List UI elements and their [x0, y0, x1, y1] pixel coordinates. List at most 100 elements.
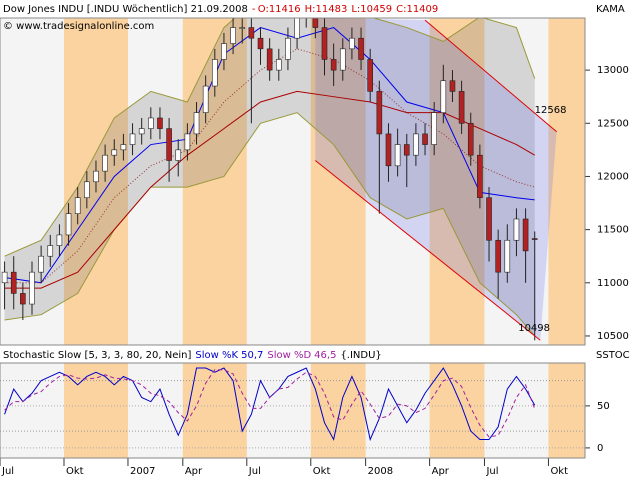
candle-body	[513, 218, 520, 241]
legend-name: Slow %K	[195, 350, 238, 361]
candle-body	[431, 112, 437, 145]
candle-body	[10, 271, 17, 294]
candle-body	[221, 43, 227, 60]
x-tick-label: Okt	[313, 466, 331, 477]
ohlc-value: H:11483	[305, 4, 348, 15]
candle-body	[449, 80, 456, 92]
candle-body	[166, 128, 172, 161]
candle-body	[120, 144, 127, 151]
stoch-panel	[0, 363, 585, 458]
indicator-label: KAMA	[596, 4, 625, 15]
y-tick-label: 0	[597, 443, 603, 454]
y-tick-label: 12500	[597, 118, 629, 129]
symbol: {.INDU}	[340, 350, 381, 361]
separator: -	[252, 4, 256, 15]
candle-body	[376, 91, 383, 135]
candle-body	[239, 27, 246, 29]
candle-body	[212, 59, 218, 87]
ohlc-value: O:11416	[258, 4, 301, 15]
candle-body	[138, 128, 145, 135]
kama-line	[4, 27, 535, 284]
x-tick-label: Apr	[432, 466, 450, 477]
candle-body	[504, 239, 511, 273]
candle-body	[367, 59, 373, 92]
chart-title: Dow Jones INDU [.INDU Wöchentlich] 21.09…	[3, 4, 438, 15]
candle-body	[312, 18, 319, 28]
candle-body	[202, 85, 209, 113]
candle-body	[193, 112, 200, 135]
y-tick-label: 10500	[597, 331, 629, 342]
candle-body	[422, 133, 428, 145]
candle-body	[285, 37, 291, 60]
ohlc-value: L:10459	[351, 4, 392, 15]
x-tick-label: Apr	[185, 466, 203, 477]
candle-body	[93, 170, 99, 183]
band-lower-line	[4, 112, 536, 337]
candle-body	[440, 80, 447, 113]
candle-body	[349, 37, 355, 50]
candle-body	[294, 18, 300, 39]
candle-body	[38, 255, 44, 273]
candle-body	[266, 48, 273, 71]
candle-body	[175, 149, 182, 161]
season-band	[548, 363, 585, 458]
indicator-label: SSTOC	[596, 350, 630, 361]
candle-body	[148, 117, 154, 129]
candle-body	[84, 181, 90, 199]
candle-body	[1, 271, 8, 284]
y-tick-label: 11000	[597, 278, 629, 289]
candle-body	[65, 213, 72, 236]
x-tick-label: Okt	[66, 466, 84, 477]
price-panel	[0, 18, 585, 345]
season-band	[63, 363, 128, 458]
channel-label: 12568	[535, 105, 567, 116]
stoch-line	[4, 369, 536, 438]
candle-body	[20, 293, 26, 305]
candle-body	[111, 149, 118, 156]
candle-body	[385, 133, 392, 167]
candle-body	[129, 133, 136, 145]
y-tick-label: 12000	[597, 171, 629, 182]
y-tick-label: 11500	[597, 225, 629, 236]
title: Stochastic Slow [5, 3, 3, 80, 20, Nein]	[3, 350, 192, 361]
candle-body	[486, 197, 492, 241]
legend-value: 46,5	[314, 350, 336, 361]
candle-body	[56, 234, 63, 246]
candle-body	[230, 27, 236, 44]
season-band	[548, 18, 585, 345]
price-frame	[0, 17, 586, 346]
candle-body	[339, 48, 346, 71]
x-tick-label: Jul	[248, 466, 261, 477]
candle-body	[248, 27, 255, 39]
channel-label: 10498	[518, 323, 550, 334]
y-tick-label: 50	[597, 401, 610, 412]
stoch-frame	[0, 362, 586, 459]
ohlc-value: C:11409	[396, 4, 438, 15]
dotted-line	[4, 48, 535, 284]
candle-body	[531, 238, 538, 240]
band-fill	[4, 18, 535, 336]
season-band	[310, 363, 366, 458]
candle-body	[477, 154, 483, 199]
y-tick-label: 13000	[597, 65, 629, 76]
candle-body	[275, 59, 282, 71]
candle-body	[522, 218, 529, 252]
candle-body	[458, 91, 465, 124]
candle-body	[29, 271, 35, 305]
candle-body	[358, 37, 364, 60]
labels: Jul Okt 2007 Apr Jul Okt 2008 Apr Jul Okt 10500 110…	[0, 4, 630, 477]
channel-line	[315, 160, 541, 341]
season-band	[182, 363, 247, 458]
x-tick-label: Jul	[1, 466, 14, 477]
x-tick-label: Okt	[550, 466, 568, 477]
legend-name: Slow %D	[267, 350, 311, 361]
candle-body	[157, 117, 163, 129]
candle-body	[495, 239, 501, 273]
stoch-title: Stochastic Slow [5, 3, 3, 80, 20, Nein] S…	[3, 350, 382, 361]
title: Dow Jones INDU [.INDU Wöchentlich] 21.09…	[3, 4, 248, 15]
x-tick-label: Jul	[485, 466, 498, 477]
candle-body	[184, 133, 191, 151]
copyright: © www.tradesignalonline.com	[3, 21, 154, 32]
legend-value: 50,7	[241, 350, 263, 361]
candle-body	[102, 154, 108, 172]
